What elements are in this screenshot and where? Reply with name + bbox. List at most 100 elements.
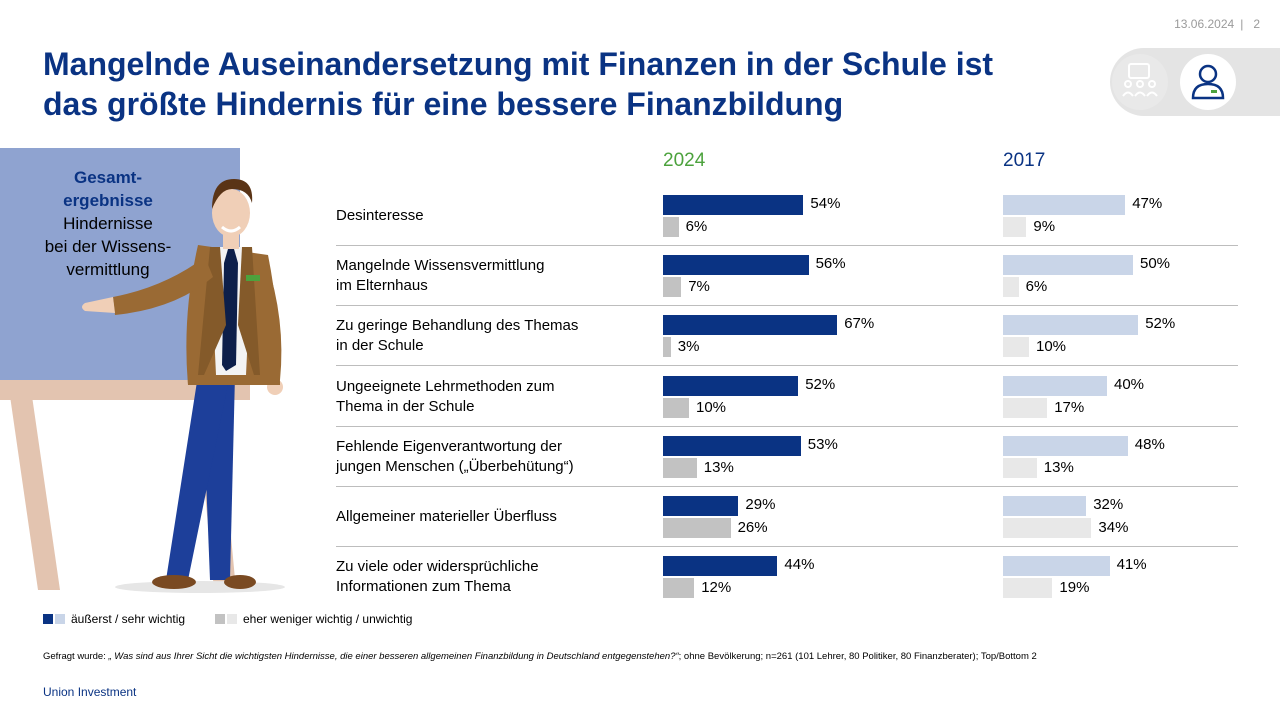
legend-label-unimportant: eher weniger wichtig / unwichtig (243, 612, 413, 626)
bar-2024-important (663, 556, 778, 577)
bar-2024-unimportant (663, 397, 689, 418)
data-label: 52% (1145, 315, 1176, 333)
bar-2024-unimportant (663, 337, 671, 358)
category-label: Ungeeignete Lehrmethoden zum Thema in der… (336, 377, 646, 417)
data-label: 48% (1134, 435, 1165, 453)
board-text: Gesamt- ergebnisse Hindernisse bei der W… (20, 166, 196, 281)
category-label-line: Desinteresse (336, 207, 424, 224)
data-label: 9% (1033, 218, 1056, 235)
row-separator (336, 245, 1238, 246)
bar-2017-unimportant (1003, 337, 1029, 358)
footnote-prefix: Gefragt wurde: (43, 651, 109, 662)
bar-2017-important (1003, 255, 1133, 276)
data-label: 47% (1132, 195, 1163, 212)
date: 13.06.2024 (1174, 17, 1235, 31)
footnote-suffix: ; ohne Bevölkerung; n=261 (101 Lehrer, 8… (678, 651, 1037, 662)
bar-2017-important (1003, 496, 1087, 516)
page-title-line-2: das größte Hindernis für eine bessere Fi… (43, 86, 844, 122)
data-label: 54% (810, 195, 841, 212)
page-title-line-1: Mangelnde Auseinandersetzung mit Finanze… (43, 46, 994, 82)
bar-2017-important (1003, 195, 1126, 215)
header-icon-strip (1110, 48, 1280, 116)
row-separator (336, 425, 1238, 427)
category-label-line: Zu geringe Behandlung des Themas (336, 317, 579, 335)
data-label: 44% (784, 556, 815, 574)
legend-swatch-important-2024 (43, 614, 53, 624)
board-text-line-3: Hindernisse (63, 214, 153, 233)
bar-2017-unimportant (1003, 397, 1048, 418)
bar-2017-unimportant (1003, 277, 1019, 298)
board-text-line-2: ergebnisse (63, 191, 153, 210)
row-separator (336, 546, 1238, 547)
category-label-line: in der Schule (336, 337, 424, 355)
meeting-icon (1112, 54, 1168, 110)
board-text-line-1: Gesamt- (73, 168, 143, 187)
category-label: Desinteresse (336, 206, 646, 226)
data-label: 50% (1140, 255, 1171, 273)
bar-2024-important (663, 195, 804, 215)
bar-2017-important (1003, 556, 1110, 577)
data-label: 52% (805, 375, 836, 393)
bar-2024-unimportant (663, 457, 697, 478)
category-label-line: Mangelnde Wissensvermittlung (336, 257, 545, 275)
board-text-line-4: bei der Wissens- (44, 237, 172, 256)
data-label: 3% (677, 338, 700, 356)
bar-2024-important (663, 315, 838, 336)
person-icon (1180, 54, 1236, 110)
row-separator (336, 305, 1238, 307)
bar-2017-important (1003, 375, 1107, 396)
year-2017-header: 2017 (1003, 150, 1046, 171)
data-label: 29% (745, 496, 776, 513)
legend-label-important: äußerst / sehr wichtig (71, 612, 186, 626)
bar-2024-important (663, 255, 809, 276)
year-2024-header: 2024 (663, 150, 706, 171)
page-number: 2 (1253, 17, 1260, 31)
data-label: 13% (703, 458, 734, 476)
bar-2024-important (663, 435, 801, 456)
category-label-line: Fehlende Eigenverantwortung der (336, 437, 562, 455)
board-text-line-5: vermittlung (66, 260, 150, 279)
bar-2017-unimportant (1003, 578, 1053, 599)
data-label: 10% (1036, 338, 1067, 356)
bar-2017-important (1003, 435, 1128, 456)
page-title: Mangelnde Auseinandersetzung mit Finanze… (43, 44, 1103, 124)
data-label: 34% (1098, 519, 1129, 536)
category-label: Zu viele oder widersprüchliche Informatio… (336, 557, 646, 597)
category-label: Fehlende Eigenverantwortung der jungen Me… (336, 437, 646, 477)
header-separator: | (1240, 17, 1244, 31)
category-label: Allgemeiner materieller Überfluss (336, 507, 646, 527)
data-label: 56% (815, 255, 846, 273)
bar-2024-unimportant (663, 277, 682, 298)
data-label: 17% (1054, 398, 1085, 416)
legend-swatch-unimportant-2024 (215, 614, 225, 624)
data-label: 12% (701, 579, 732, 597)
bar-2017-important (1003, 315, 1139, 336)
category-label-line: im Elternhaus (336, 277, 428, 295)
bar-2017-unimportant (1003, 457, 1037, 478)
data-label: 41% (1116, 556, 1147, 574)
data-label: 40% (1114, 375, 1145, 393)
row-separator (336, 365, 1238, 367)
date-page-indicator: 13.06.2024 | 2 (1100, 17, 1260, 31)
data-label: 7% (688, 278, 710, 296)
bar-2017-unimportant (1003, 518, 1092, 538)
bar-2024-unimportant (663, 578, 695, 599)
bar-2024-unimportant (663, 518, 731, 538)
bar-2017-unimportant (1003, 217, 1027, 237)
teacher-illustration (82, 179, 285, 593)
bar-2024-important (663, 375, 799, 396)
data-label: 32% (1093, 496, 1124, 513)
legend-swatch-unimportant-2017 (227, 614, 237, 624)
data-label: 6% (685, 218, 708, 235)
category-label-line: jungen Menschen („Überbehütung“) (336, 457, 574, 475)
category-label-line: Allgemeiner materieller Überfluss (336, 508, 557, 525)
data-label: 13% (1043, 458, 1074, 476)
category-label-line: Informationen zum Thema (336, 578, 511, 596)
category-label: Mangelnde Wissensvermittlung im Elternhau… (336, 256, 646, 296)
footnote-question: „ Was sind aus Ihrer Sicht die wichtigst… (108, 651, 679, 662)
data-label: 19% (1059, 579, 1090, 597)
category-label-line: Zu viele oder widersprüchliche (336, 558, 539, 576)
category-label: Zu geringe Behandlung des Themas in der S… (336, 316, 646, 356)
bar-2024-unimportant (663, 217, 679, 237)
data-label: 26% (737, 519, 768, 536)
